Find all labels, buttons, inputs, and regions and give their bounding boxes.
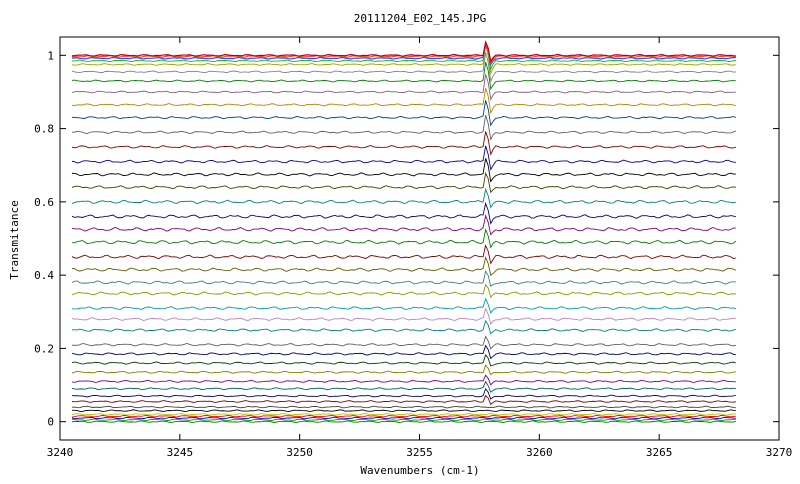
spectrum-line — [71, 158, 736, 183]
x-tick-label: 3240 — [47, 446, 74, 459]
plot-lines — [71, 40, 737, 423]
y-axis-label: Transmitance — [8, 200, 21, 279]
spectrum-line — [71, 244, 736, 265]
spectrum-line — [71, 131, 737, 156]
y-tick-label: 0 — [47, 416, 54, 429]
y-tick-label: 0.8 — [34, 123, 54, 136]
spectrum-line — [71, 380, 736, 393]
spectrum-line — [71, 374, 736, 386]
x-tick-label: 3265 — [646, 446, 673, 459]
spectrum-line — [71, 307, 736, 325]
spectrum-line — [71, 416, 736, 420]
spectrum-line — [71, 88, 736, 115]
spectrum-line — [71, 171, 736, 194]
spectrum-line — [71, 45, 736, 76]
spectrum-line — [71, 52, 736, 83]
spectrum-line — [71, 40, 737, 65]
spectrum-line — [71, 74, 736, 101]
spectrum-line — [71, 115, 737, 141]
spectrum-line — [71, 344, 736, 360]
spectrum-line — [71, 420, 736, 423]
x-tick-label: 3250 — [286, 446, 313, 459]
spectrum-line — [71, 40, 736, 63]
spectrum-line — [71, 414, 736, 418]
x-axis-label: Wavenumbers (cm-1) — [360, 464, 479, 477]
spectrum-line — [71, 269, 736, 288]
x-tick-label: 3255 — [406, 446, 433, 459]
spectrum-line — [71, 413, 736, 416]
spectrum-line — [71, 319, 736, 335]
plot-frame — [59, 36, 780, 441]
spectrum-line — [71, 405, 736, 409]
spectrum-line — [71, 100, 737, 127]
spectrum-line — [71, 283, 736, 299]
spectrum-line — [71, 41, 736, 67]
spectrum-line — [71, 418, 736, 422]
y-tick-label: 1 — [47, 49, 54, 62]
y-tick-label: 0.2 — [34, 342, 54, 355]
spectrum-line — [71, 394, 736, 405]
y-ticks: 0 0.2 0.4 0.6 0.8 1 — [34, 49, 779, 429]
x-tick-label: 3245 — [167, 446, 194, 459]
x-ticks: 3240 3245 3250 3255 3260 3265 3270 — [47, 37, 793, 459]
spectrum-line — [71, 387, 736, 400]
spectrum-line — [71, 61, 736, 91]
x-tick-label: 3270 — [766, 446, 793, 459]
x-tick-label: 3260 — [526, 446, 553, 459]
y-tick-label: 0.4 — [34, 269, 54, 282]
y-tick-label: 0.6 — [34, 196, 54, 209]
spectrum-line — [71, 364, 736, 376]
spectrum-line — [71, 228, 737, 249]
spectrum-line — [71, 214, 736, 236]
spectrum-line — [71, 409, 736, 413]
spectrum-line — [71, 297, 736, 314]
spectrum-line — [71, 335, 736, 350]
spectrum-line — [71, 353, 737, 367]
spectrum-line — [71, 187, 736, 209]
spectrum-line — [71, 201, 736, 225]
chart-title: 20111204_E02_145.JPG — [354, 12, 486, 25]
spectrum-line — [71, 145, 736, 171]
spectrum-line — [71, 256, 737, 276]
spectrum-line — [71, 41, 736, 71]
